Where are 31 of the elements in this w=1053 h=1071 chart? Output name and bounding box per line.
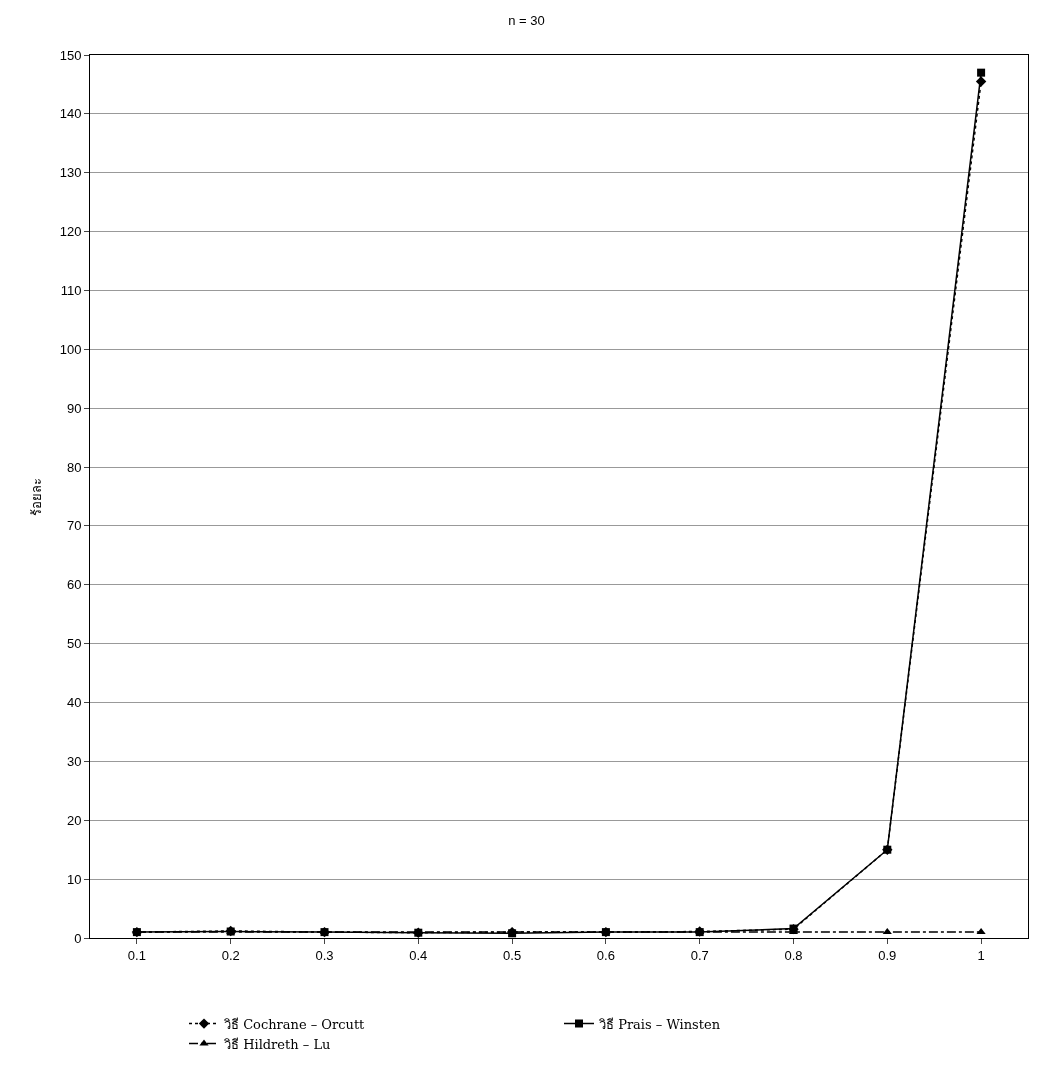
y-tick-label: 150 [59,47,82,63]
y-tick-label: 0 [74,930,82,946]
y-tick-label: 20 [66,812,82,828]
y-tick-label: 70 [66,518,82,534]
y-tick-label: 80 [66,459,82,475]
x-tick-label: 0.6 [596,947,615,963]
y-tick-label: 60 [66,577,82,593]
legend-label: วิธี Prais – Winsten [598,1016,721,1032]
y-tick-label: 30 [66,753,82,769]
y-tick-label: 40 [66,695,82,711]
y-tick-label: 140 [59,106,82,122]
y-tick-label: 50 [66,636,82,652]
x-tick-label: 0.8 [784,947,803,963]
y-tick-label: 100 [59,341,82,357]
x-tick-label: 0.3 [315,947,334,963]
y-tick-label: 10 [66,871,82,887]
legend-label: วิธี Cochrane – Orcutt [223,1016,366,1032]
x-tick-label: 0.4 [409,947,428,963]
y-tick-label: 90 [66,400,82,416]
x-tick-label: 0.2 [221,947,240,963]
y-tick-label: 130 [59,165,82,181]
y-tick-label: 110 [60,283,82,299]
y-axis-title: ร้อยละ [28,477,44,516]
x-tick-label: 0.1 [127,947,146,963]
x-tick-label: 0.9 [878,947,897,963]
x-tick-label: 0.5 [503,947,522,963]
x-tick-label: 1 [977,947,985,963]
y-tick-label: 120 [59,224,82,240]
x-tick-label: 0.7 [690,947,709,963]
legend-label: วิธี Hildreth – Lu [223,1036,331,1052]
chart-title: n = 30 [508,13,545,29]
